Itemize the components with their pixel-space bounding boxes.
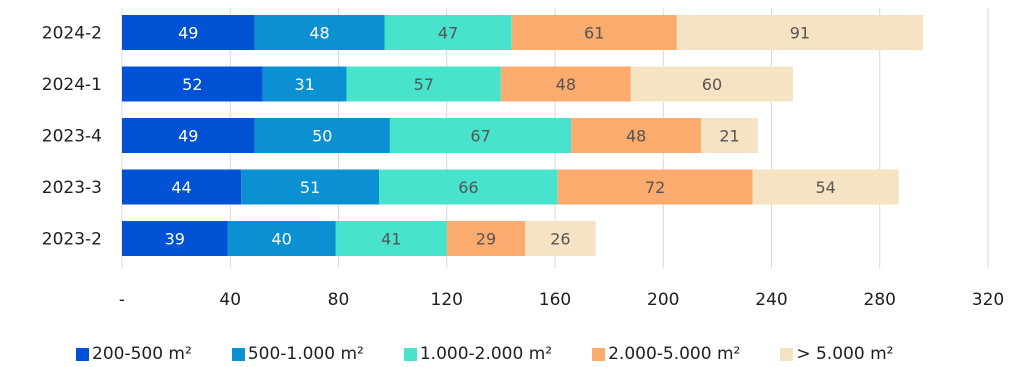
- x-tick-label: 120: [431, 290, 463, 310]
- bar-segment: [122, 169, 242, 205]
- data-label: 44: [171, 178, 191, 197]
- bar-segment: [752, 169, 899, 205]
- bar-segment: [676, 15, 924, 50]
- category-label: 2023-2: [42, 230, 102, 250]
- legend-item: > 5.000 m²: [780, 344, 893, 364]
- data-label: 47: [438, 24, 458, 43]
- data-label: 31: [294, 75, 314, 94]
- legend-label: 500-1.000 m²: [247, 344, 364, 364]
- bar-segment: [630, 66, 794, 102]
- stacked-bar-chart: - 40 80 120 160 200 240 280 320 2024-2 49 48 47 61 91 2…: [42, 8, 1004, 310]
- data-label: 26: [550, 230, 570, 249]
- legend-label: > 5.000 m²: [796, 344, 894, 364]
- bar-segment: [500, 66, 631, 102]
- data-label: 49: [178, 24, 198, 43]
- data-label: 48: [556, 75, 576, 94]
- x-tick-label: 40: [219, 290, 241, 310]
- data-label: 54: [815, 178, 835, 197]
- legend-swatch: [592, 347, 606, 361]
- category-label: 2023-4: [42, 127, 102, 147]
- data-label: 51: [300, 178, 320, 197]
- data-label: 21: [719, 127, 739, 146]
- bar-segment: [384, 15, 512, 50]
- legend-item: 1.000-2.000 m²: [403, 344, 553, 364]
- x-tick-label: 160: [539, 290, 571, 310]
- bar-segment: [122, 221, 228, 256]
- legend-item: 200-500 m²: [76, 344, 192, 364]
- data-label: 41: [381, 230, 401, 249]
- data-label: 67: [470, 127, 490, 146]
- bar-segment: [122, 15, 255, 50]
- bar-segment: [389, 118, 572, 153]
- category-label: 2024-2: [42, 24, 102, 44]
- x-tick-label: 320: [972, 290, 1004, 310]
- bar-segment: [122, 118, 255, 153]
- bar-segment: [262, 66, 347, 102]
- x-tick-label: 280: [864, 290, 896, 310]
- legend-swatch: [76, 347, 89, 361]
- bar-segment: [557, 169, 753, 205]
- data-label: 39: [165, 230, 185, 249]
- bar-segment: [346, 66, 501, 102]
- legend-label: 2.000-5.000 m²: [608, 344, 741, 364]
- legend-item: 2.000-5.000 m²: [592, 344, 740, 364]
- data-label: 60: [702, 75, 722, 94]
- x-tick-label: -: [119, 290, 125, 310]
- bar-segment: [335, 221, 447, 256]
- x-tick-label: 240: [755, 290, 787, 310]
- bar-segment: [571, 118, 702, 153]
- data-label: 50: [312, 127, 332, 146]
- data-label: 61: [584, 24, 604, 43]
- bar-segment: [379, 169, 558, 205]
- bar-segment: [254, 118, 390, 153]
- bar-segment: [122, 66, 263, 102]
- legend-item: 500-1.000 m²: [231, 344, 364, 364]
- data-label: 29: [476, 230, 496, 249]
- data-label: 66: [458, 178, 478, 197]
- legend-swatch: [403, 347, 417, 361]
- legend-label: 200-500 m²: [92, 344, 192, 364]
- bar-segment: [511, 15, 677, 50]
- data-label: 48: [626, 127, 646, 146]
- bar-segment: [525, 221, 596, 256]
- data-label: 48: [309, 24, 329, 43]
- x-tick-label: 80: [328, 290, 350, 310]
- bar-segment: [241, 169, 380, 205]
- legend-swatch: [231, 347, 245, 361]
- bar-segment: [254, 15, 385, 50]
- data-label: 57: [414, 75, 434, 94]
- category-label: 2024-1: [42, 75, 102, 95]
- bar-segment: [701, 118, 758, 153]
- legend: 200-500 m² 500-1.000 m² 1.000-2.000 m² 2.00…: [76, 343, 893, 365]
- category-label: 2023-3: [42, 178, 102, 198]
- legend-label: 1.000-2.000 m²: [419, 344, 553, 364]
- data-label: 52: [182, 75, 202, 94]
- data-label: 40: [271, 230, 291, 249]
- legend-swatch: [780, 347, 794, 361]
- data-label: 72: [645, 178, 665, 197]
- data-label: 91: [790, 24, 810, 43]
- x-tick-label: 200: [647, 290, 679, 310]
- bar-segment: [446, 221, 526, 256]
- bar-segment: [227, 221, 336, 256]
- data-label: 49: [178, 127, 198, 146]
